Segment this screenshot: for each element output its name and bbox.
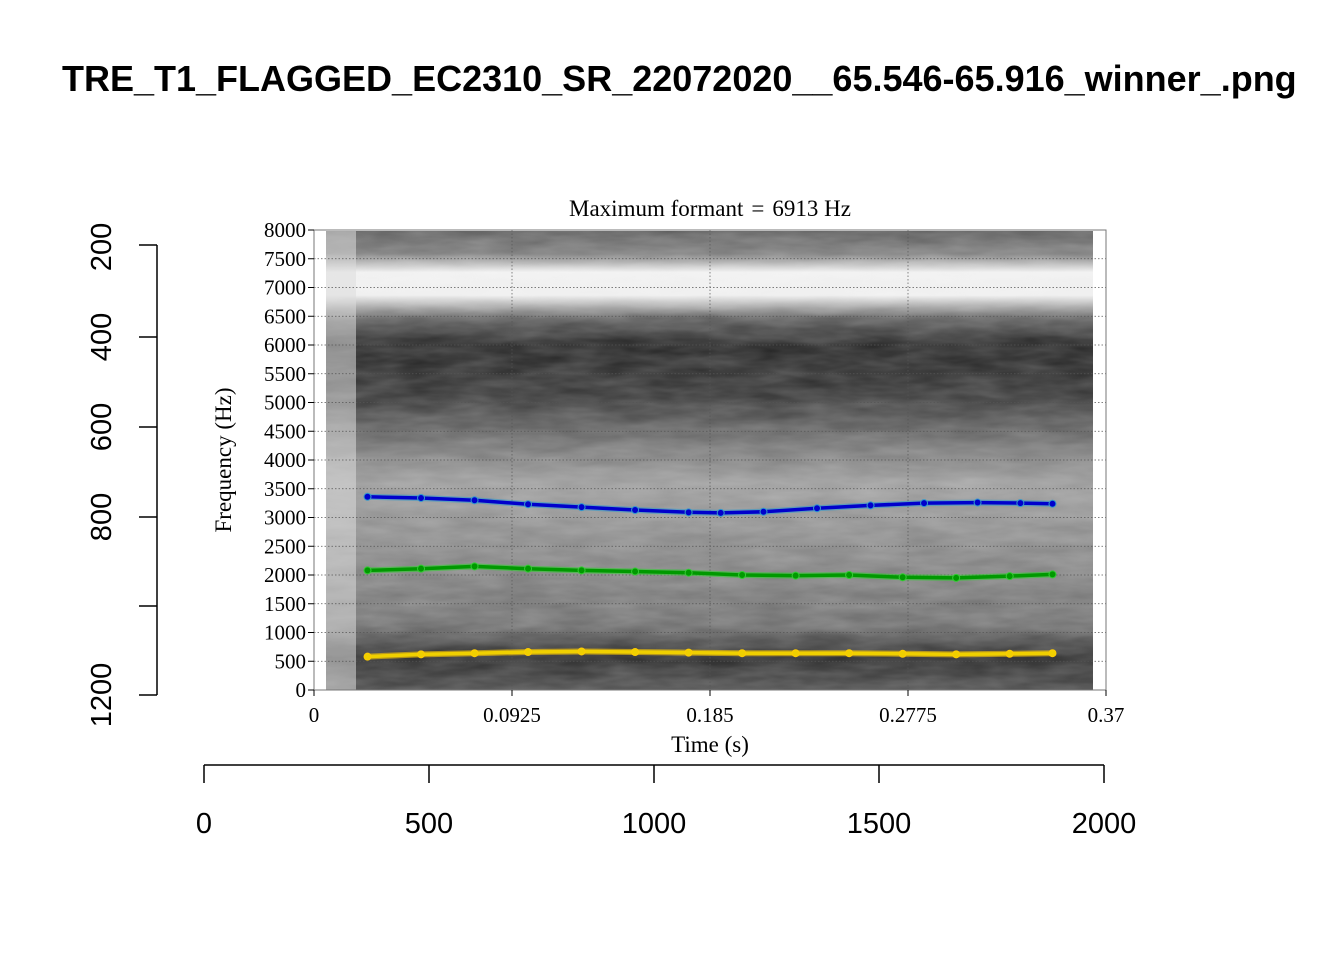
- x-tick-label: 0: [309, 703, 320, 727]
- x-axis-label: Time (s): [671, 732, 749, 757]
- page-title: TRE_T1_FLAGGED_EC2310_SR_22072020__65.54…: [62, 58, 1297, 99]
- formant-point: [813, 504, 822, 513]
- formant-point: [363, 566, 372, 575]
- formant-point: [631, 567, 640, 576]
- formant-point: [577, 503, 586, 512]
- formant-point: [1048, 499, 1057, 508]
- x-axis: 0 0.0925 0.185 0.2775 0.37: [309, 690, 1125, 727]
- formant-point: [791, 649, 800, 658]
- formant-point: [524, 648, 533, 657]
- outer-bottom-tick-label: 1000: [622, 808, 687, 840]
- formant-point: [1016, 499, 1025, 508]
- x-tick-label: 0.2775: [879, 703, 937, 727]
- formant-point: [845, 571, 854, 579]
- formant-point: [973, 498, 982, 507]
- formant-point: [417, 564, 426, 573]
- formant-point: [898, 573, 907, 582]
- y-tick-label: 8000: [264, 218, 306, 242]
- formant-point: [952, 573, 961, 582]
- y-tick-label: 6500: [264, 304, 306, 328]
- outer-left-tick-label: 200: [86, 223, 118, 271]
- y-tick-label: 1500: [264, 592, 306, 616]
- y-axis: 0 500 1000 1500 2000 2500 3000 3500 4000 4500 5000…: [264, 218, 314, 702]
- formant-point: [1005, 572, 1014, 581]
- x-tick-label: 0.0925: [483, 703, 541, 727]
- outer-left-tick-label: 1200: [86, 663, 118, 728]
- formant-point: [417, 493, 426, 502]
- y-tick-label: 5000: [264, 391, 306, 415]
- formant-series: [363, 492, 1057, 661]
- formant-point: [845, 649, 854, 658]
- formant-point: [524, 564, 533, 573]
- outer-bottom-tick-label: 500: [405, 808, 453, 840]
- formant-point: [577, 647, 586, 656]
- chart-title-value: 6913 Hz: [772, 196, 851, 221]
- x-tick-label: 0.37: [1088, 703, 1125, 727]
- x-tick-label: 0.185: [686, 703, 733, 727]
- formant-point: [631, 506, 640, 515]
- chart-title-label: Maximum formant: [569, 196, 744, 221]
- formant-point: [866, 501, 875, 510]
- outer-bottom-axis: 0 500 1000 1500 2000: [196, 764, 1137, 840]
- y-tick-label: 3500: [264, 477, 306, 501]
- formant-series-2: [363, 562, 1057, 582]
- formant-smoothed-line: [365, 649, 1055, 659]
- formant-point: [470, 496, 479, 505]
- formant-point: [791, 571, 800, 580]
- formant-series-1: [363, 492, 1057, 517]
- y-tick-label: 6000: [264, 333, 306, 357]
- outer-left-tick-label: 400: [86, 313, 118, 361]
- chart-title-eq: =: [751, 196, 764, 221]
- y-axis-label: Frequency (Hz): [211, 388, 236, 533]
- y-tick-label: 7500: [264, 247, 306, 271]
- y-tick-label: 7000: [264, 276, 306, 300]
- formant-point: [716, 508, 725, 517]
- formant-point: [1005, 649, 1014, 658]
- formant-point: [577, 566, 586, 575]
- formant-point: [952, 650, 961, 659]
- chart-title: Maximum formant = 6913 Hz: [569, 196, 851, 221]
- formant-point: [738, 571, 747, 579]
- y-tick-label: 2500: [264, 534, 306, 558]
- outer-left-tick-label: 600: [86, 403, 118, 451]
- y-tick-label: 1000: [264, 621, 306, 645]
- formant-point: [684, 508, 693, 517]
- formant-point: [684, 648, 693, 657]
- spectrogram-onset: [326, 231, 356, 690]
- y-tick-label: 4500: [264, 419, 306, 443]
- formant-series-3: [363, 647, 1057, 661]
- formant-point: [898, 649, 907, 658]
- y-tick-label: 5500: [264, 362, 306, 386]
- formant-point: [920, 499, 929, 508]
- formant-point: [1048, 649, 1057, 658]
- y-tick-label: 0: [296, 678, 307, 702]
- outer-bottom-tick-label: 1500: [847, 808, 912, 840]
- outer-bottom-tick-label: 0: [196, 808, 212, 840]
- formant-smoothed-line: [365, 564, 1055, 580]
- outer-left-tick-label: 800: [86, 493, 118, 541]
- outer-bottom-tick-label: 2000: [1072, 808, 1137, 840]
- formant-point: [631, 648, 640, 657]
- spectrogram-texture: [326, 231, 1093, 690]
- formant-point: [1048, 570, 1057, 579]
- spectrogram: [326, 231, 1093, 690]
- formant-point: [759, 507, 768, 516]
- y-tick-label: 2000: [264, 563, 306, 587]
- formant-point: [524, 500, 533, 509]
- y-tick-label: 4000: [264, 448, 306, 472]
- formant-point: [363, 652, 372, 661]
- formant-plot: Maximum formant = 6913 Hz 0 500 1000 1500 2000…: [211, 196, 1124, 757]
- outer-left-axis: 200 400 600 800 1200: [86, 223, 158, 728]
- y-tick-label: 3000: [264, 506, 306, 530]
- formant-point: [417, 650, 426, 659]
- formant-point: [738, 649, 747, 658]
- formant-point: [470, 649, 479, 658]
- formant-point: [363, 492, 372, 501]
- formant-point: [684, 568, 693, 577]
- y-tick-label: 500: [275, 649, 307, 673]
- formant-point: [470, 562, 479, 571]
